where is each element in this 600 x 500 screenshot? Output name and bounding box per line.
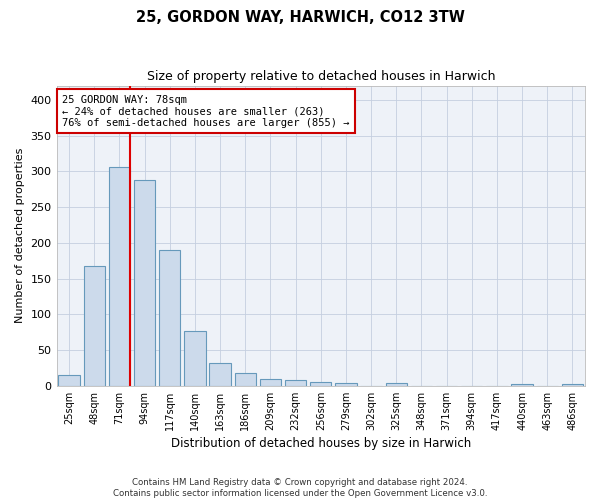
Bar: [134, 180, 155, 386]
Bar: [285, 380, 307, 386]
Bar: [209, 363, 231, 386]
Bar: [184, 332, 206, 386]
Bar: [235, 373, 256, 386]
Bar: [386, 383, 407, 386]
Bar: [260, 380, 281, 386]
Bar: [109, 167, 130, 386]
Y-axis label: Number of detached properties: Number of detached properties: [15, 148, 25, 324]
X-axis label: Distribution of detached houses by size in Harwich: Distribution of detached houses by size …: [170, 437, 471, 450]
Title: Size of property relative to detached houses in Harwich: Size of property relative to detached ho…: [146, 70, 495, 83]
Bar: [310, 382, 331, 386]
Text: Contains HM Land Registry data © Crown copyright and database right 2024.
Contai: Contains HM Land Registry data © Crown c…: [113, 478, 487, 498]
Bar: [335, 383, 356, 386]
Bar: [159, 250, 181, 386]
Text: 25 GORDON WAY: 78sqm
← 24% of detached houses are smaller (263)
76% of semi-deta: 25 GORDON WAY: 78sqm ← 24% of detached h…: [62, 94, 349, 128]
Bar: [58, 375, 80, 386]
Bar: [511, 384, 533, 386]
Text: 25, GORDON WAY, HARWICH, CO12 3TW: 25, GORDON WAY, HARWICH, CO12 3TW: [136, 10, 464, 25]
Bar: [83, 266, 105, 386]
Bar: [562, 384, 583, 386]
